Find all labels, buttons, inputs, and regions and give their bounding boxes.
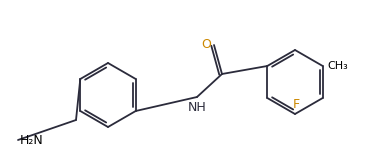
Text: F: F xyxy=(293,98,300,111)
Text: H₂N: H₂N xyxy=(20,134,44,146)
Text: O: O xyxy=(201,37,211,51)
Text: NH: NH xyxy=(187,101,206,114)
Text: CH₃: CH₃ xyxy=(328,61,348,71)
